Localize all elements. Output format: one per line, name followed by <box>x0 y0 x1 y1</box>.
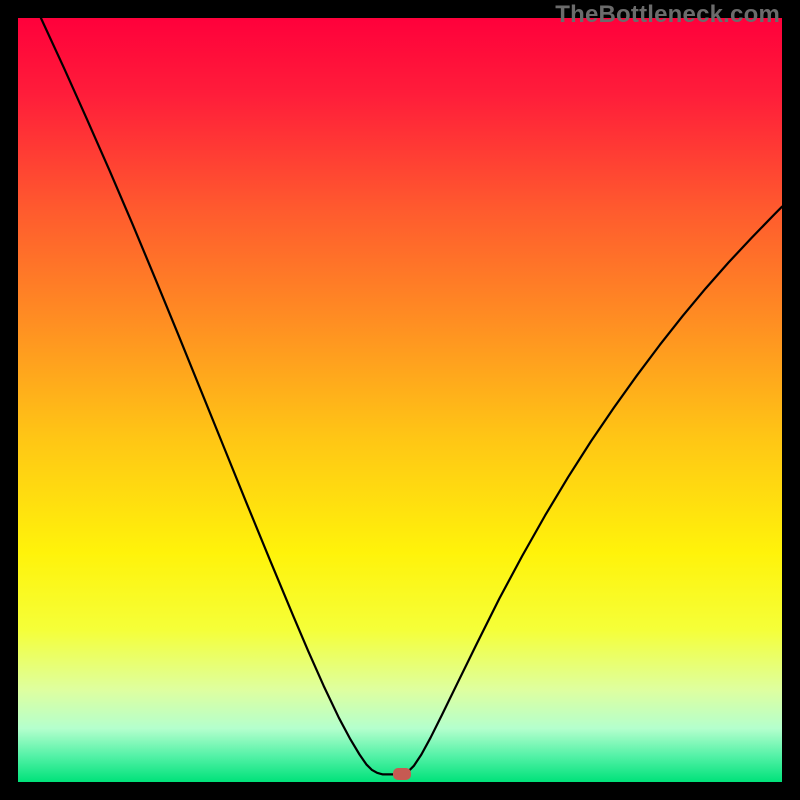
watermark-text: TheBottleneck.com <box>555 1 780 29</box>
frame-left <box>0 0 18 800</box>
frame-bottom <box>0 782 800 800</box>
bottleneck-curve <box>18 18 782 782</box>
watermark-label: TheBottleneck.com <box>555 1 780 28</box>
optimum-marker <box>393 768 411 780</box>
plot-area <box>18 18 782 782</box>
frame-right <box>782 0 800 800</box>
